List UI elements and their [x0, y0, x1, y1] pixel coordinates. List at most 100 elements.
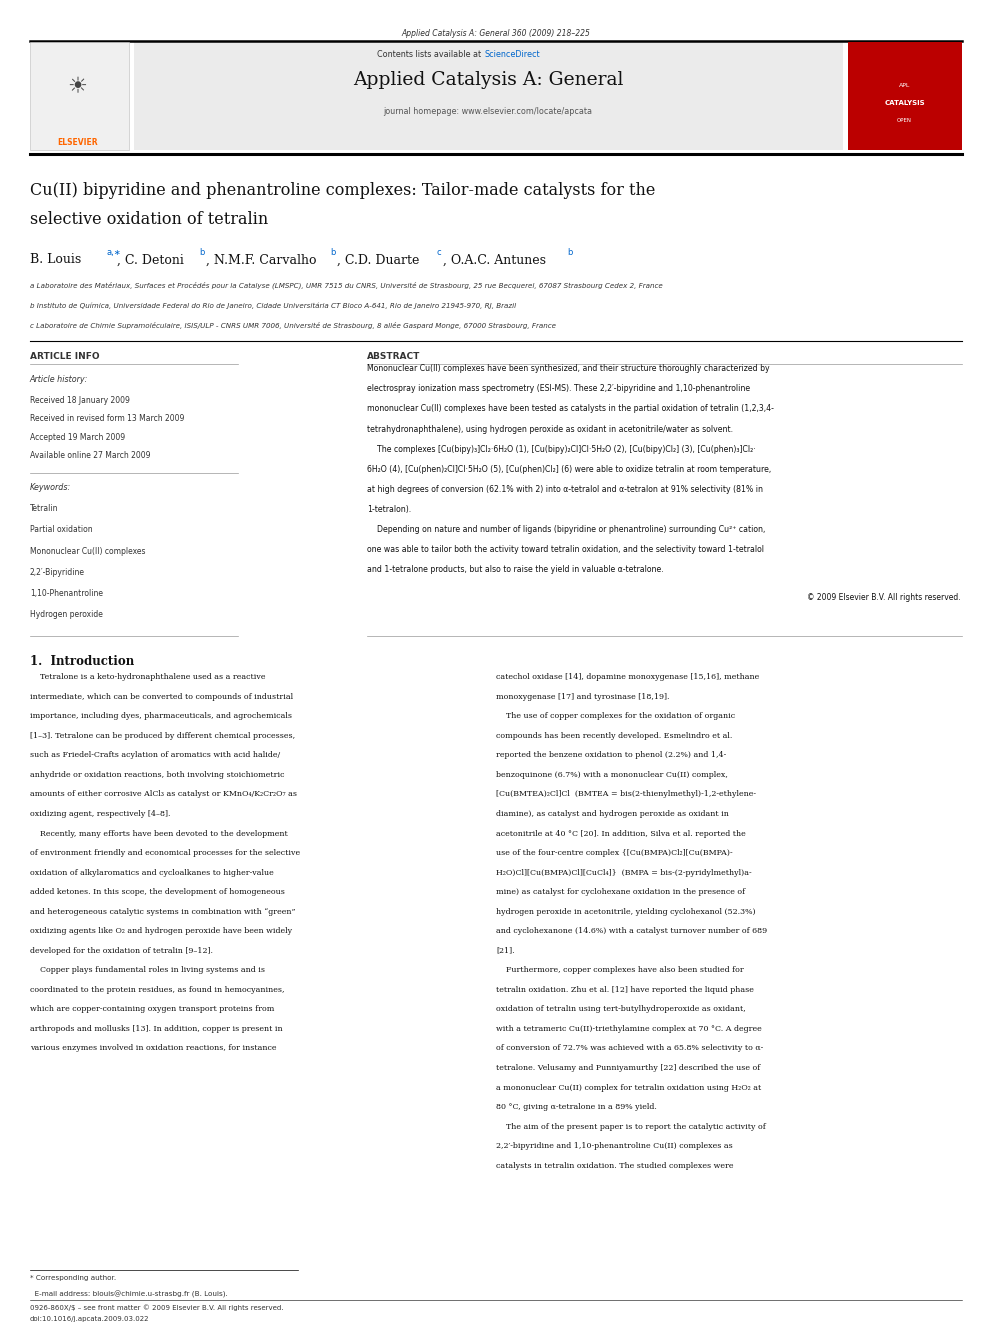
- Text: oxidation of alkylaromatics and cycloalkanes to higher-value: oxidation of alkylaromatics and cycloalk…: [30, 869, 274, 877]
- Text: intermediate, which can be converted to compounds of industrial: intermediate, which can be converted to …: [30, 693, 293, 701]
- Text: , N.M.F. Carvalho: , N.M.F. Carvalho: [206, 254, 316, 266]
- Text: mine) as catalyst for cyclohexane oxidation in the presence of: mine) as catalyst for cyclohexane oxidat…: [496, 888, 745, 896]
- Text: Received 18 January 2009: Received 18 January 2009: [30, 396, 130, 405]
- Text: such as Friedel-Crafts acylation of aromatics with acid halide/: such as Friedel-Crafts acylation of arom…: [30, 751, 280, 759]
- Text: Recently, many efforts have been devoted to the development: Recently, many efforts have been devoted…: [30, 830, 288, 837]
- Text: amounts of either corrosive AlCl₃ as catalyst or KMnO₄/K₂Cr₂O₇ as: amounts of either corrosive AlCl₃ as cat…: [30, 790, 297, 799]
- Text: [21].: [21].: [496, 947, 515, 955]
- Text: * Corresponding author.: * Corresponding author.: [30, 1275, 116, 1281]
- Text: 2,2′-bipyridine and 1,10-phenantroline Cu(II) complexes as: 2,2′-bipyridine and 1,10-phenantroline C…: [496, 1142, 733, 1150]
- Text: Keywords:: Keywords:: [30, 483, 71, 492]
- Text: a Laboratoire des Matériaux, Surfaces et Procédés pour la Catalyse (LMSPC), UMR : a Laboratoire des Matériaux, Surfaces et…: [30, 282, 663, 288]
- Text: 1.  Introduction: 1. Introduction: [30, 655, 134, 668]
- Text: b: b: [567, 249, 572, 257]
- Text: B. Louis: B. Louis: [30, 254, 81, 266]
- Text: 6H₂O (4), [Cu(phen)₂Cl]Cl·5H₂O (5), [Cu(phen)Cl₂] (6) were able to oxidize tetra: 6H₂O (4), [Cu(phen)₂Cl]Cl·5H₂O (5), [Cu(…: [367, 464, 772, 474]
- Text: Tetralin: Tetralin: [30, 504, 59, 513]
- Text: Accepted 19 March 2009: Accepted 19 March 2009: [30, 433, 125, 442]
- Text: journal homepage: www.elsevier.com/locate/apcata: journal homepage: www.elsevier.com/locat…: [384, 107, 592, 116]
- Text: which are copper-containing oxygen transport proteins from: which are copper-containing oxygen trans…: [30, 1005, 274, 1013]
- Text: , C. Detoni: , C. Detoni: [117, 254, 184, 266]
- Text: monoxygenase [17] and tyrosinase [18,19].: monoxygenase [17] and tyrosinase [18,19]…: [496, 693, 670, 701]
- Text: b: b: [199, 249, 204, 257]
- Text: Cu(II) bipyridine and phenantroline complexes: Tailor-made catalysts for the: Cu(II) bipyridine and phenantroline comp…: [30, 183, 655, 200]
- Text: Article history:: Article history:: [30, 374, 88, 384]
- Text: catalysts in tetralin oxidation. The studied complexes were: catalysts in tetralin oxidation. The stu…: [496, 1162, 733, 1170]
- Text: , O.A.C. Antunes: , O.A.C. Antunes: [443, 254, 547, 266]
- Text: ELSEVIER: ELSEVIER: [58, 138, 97, 147]
- Text: 80 °C, giving α-tetralone in a 89% yield.: 80 °C, giving α-tetralone in a 89% yield…: [496, 1103, 657, 1111]
- Text: Tetralone is a keto-hydronaphthalene used as a reactive: Tetralone is a keto-hydronaphthalene use…: [30, 673, 265, 681]
- Text: oxidizing agents like O₂ and hydrogen peroxide have been widely: oxidizing agents like O₂ and hydrogen pe…: [30, 927, 292, 935]
- Text: a,∗: a,∗: [106, 249, 121, 257]
- Text: use of the four-centre complex {[Cu(BMPA)Cl₂][Cu(BMPA)-: use of the four-centre complex {[Cu(BMPA…: [496, 849, 733, 857]
- Text: tetralin oxidation. Zhu et al. [12] have reported the liquid phase: tetralin oxidation. Zhu et al. [12] have…: [496, 986, 754, 994]
- Text: at high degrees of conversion (62.1% with 2) into α-tetralol and α-tetralon at 9: at high degrees of conversion (62.1% wit…: [367, 484, 763, 493]
- Text: diamine), as catalyst and hydrogen peroxide as oxidant in: diamine), as catalyst and hydrogen perox…: [496, 810, 729, 818]
- Text: [1–3]. Tetralone can be produced by different chemical processes,: [1–3]. Tetralone can be produced by diff…: [30, 732, 295, 740]
- Text: Furthermore, copper complexes have also been studied for: Furthermore, copper complexes have also …: [496, 966, 744, 974]
- Text: electrospray ionization mass spectrometry (ESI-MS). These 2,2′-bipyridine and 1,: electrospray ionization mass spectrometr…: [367, 385, 750, 393]
- Text: oxidation of tetralin using tert-butylhydroperoxide as oxidant,: oxidation of tetralin using tert-butylhy…: [496, 1005, 746, 1013]
- Text: OPEN: OPEN: [897, 118, 913, 123]
- Text: of environment friendly and economical processes for the selective: of environment friendly and economical p…: [30, 849, 300, 857]
- Text: developed for the oxidation of tetralin [9–12].: developed for the oxidation of tetralin …: [30, 947, 212, 955]
- Text: reported the benzene oxidation to phenol (2.2%) and 1,4-: reported the benzene oxidation to phenol…: [496, 751, 726, 759]
- Text: Applied Catalysis A: General: Applied Catalysis A: General: [353, 71, 623, 89]
- Text: Hydrogen peroxide: Hydrogen peroxide: [30, 610, 102, 619]
- Text: H₂O)Cl][Cu(BMPA)Cl][CuCl₄]}  (BMPA = bis-(2-pyridylmethyl)a-: H₂O)Cl][Cu(BMPA)Cl][CuCl₄]} (BMPA = bis-…: [496, 869, 752, 877]
- Text: acetonitrile at 40 °C [20]. In addition, Silva et al. reported the: acetonitrile at 40 °C [20]. In addition,…: [496, 830, 746, 837]
- Text: c: c: [436, 249, 441, 257]
- Text: [Cu(BMTEA)₂Cl]Cl  (BMTEA = bis(2-thienylmethyl)-1,2-ethylene-: [Cu(BMTEA)₂Cl]Cl (BMTEA = bis(2-thienylm…: [496, 790, 756, 799]
- Text: compounds has been recently developed. Esmelindro et al.: compounds has been recently developed. E…: [496, 732, 732, 740]
- Text: Applied Catalysis A: General 360 (2009) 218–225: Applied Catalysis A: General 360 (2009) …: [402, 29, 590, 38]
- Text: benzoquinone (6.7%) with a mononuclear Cu(II) complex,: benzoquinone (6.7%) with a mononuclear C…: [496, 771, 728, 779]
- Text: coordinated to the protein residues, as found in hemocyanines,: coordinated to the protein residues, as …: [30, 986, 285, 994]
- Text: anhydride or oxidation reactions, both involving stoichiometric: anhydride or oxidation reactions, both i…: [30, 771, 285, 779]
- Text: catechol oxidase [14], dopamine monoxygenase [15,16], methane: catechol oxidase [14], dopamine monoxyge…: [496, 673, 759, 681]
- Text: and cyclohexanone (14.6%) with a catalyst turnover number of 689: and cyclohexanone (14.6%) with a catalys…: [496, 927, 767, 935]
- Text: Mononuclear Cu(II) complexes have been synthesized, and their structure thorough: Mononuclear Cu(II) complexes have been s…: [367, 364, 770, 373]
- Text: tetrahydronaphthalene), using hydrogen peroxide as oxidant in acetonitrile/water: tetrahydronaphthalene), using hydrogen p…: [367, 425, 733, 434]
- FancyBboxPatch shape: [30, 42, 129, 151]
- Text: c Laboratoire de Chimie Supramoléculaire, ISIS/ULP - CNRS UMR 7006, Université d: c Laboratoire de Chimie Supramoléculaire…: [30, 321, 556, 329]
- Text: and heterogeneous catalytic systems in combination with “green”: and heterogeneous catalytic systems in c…: [30, 908, 296, 916]
- Text: Mononuclear Cu(II) complexes: Mononuclear Cu(II) complexes: [30, 546, 145, 556]
- Text: Copper plays fundamental roles in living systems and is: Copper plays fundamental roles in living…: [30, 966, 265, 974]
- Text: doi:10.1016/j.apcata.2009.03.022: doi:10.1016/j.apcata.2009.03.022: [30, 1316, 149, 1322]
- Text: mononuclear Cu(II) complexes have been tested as catalysts in the partial oxidat: mononuclear Cu(II) complexes have been t…: [367, 405, 774, 414]
- Text: hydrogen peroxide in acetonitrile, yielding cyclohexanol (52.3%): hydrogen peroxide in acetonitrile, yield…: [496, 908, 756, 916]
- Text: 1-tetralon).: 1-tetralon).: [367, 505, 412, 513]
- Text: The aim of the present paper is to report the catalytic activity of: The aim of the present paper is to repor…: [496, 1123, 766, 1131]
- Text: of conversion of 72.7% was achieved with a 65.8% selectivity to α-: of conversion of 72.7% was achieved with…: [496, 1044, 763, 1052]
- Text: with a tetrameric Cu(II)-triethylamine complex at 70 °C. A degree: with a tetrameric Cu(II)-triethylamine c…: [496, 1025, 762, 1033]
- Text: b: b: [330, 249, 335, 257]
- Text: 0926-860X/$ – see front matter © 2009 Elsevier B.V. All rights reserved.: 0926-860X/$ – see front matter © 2009 El…: [30, 1304, 284, 1311]
- Text: added ketones. In this scope, the development of homogeneous: added ketones. In this scope, the develo…: [30, 888, 285, 896]
- Text: The use of copper complexes for the oxidation of organic: The use of copper complexes for the oxid…: [496, 712, 735, 720]
- Text: a mononuclear Cu(II) complex for tetralin oxidation using H₂O₂ at: a mononuclear Cu(II) complex for tetrali…: [496, 1084, 761, 1091]
- Text: b Instituto de Química, Universidade Federal do Rio de Janeiro, Cidade Universit: b Instituto de Química, Universidade Fed…: [30, 302, 516, 308]
- Text: APL: APL: [899, 83, 911, 89]
- Text: E-mail address: blouis@chimie.u-strasbg.fr (B. Louis).: E-mail address: blouis@chimie.u-strasbg.…: [30, 1291, 227, 1298]
- Text: ABSTRACT: ABSTRACT: [367, 352, 421, 361]
- Text: Contents lists available at: Contents lists available at: [378, 50, 484, 60]
- Text: selective oxidation of tetralin: selective oxidation of tetralin: [30, 212, 268, 228]
- Text: CATALYSIS: CATALYSIS: [885, 101, 925, 106]
- Text: 1,10-Phenantroline: 1,10-Phenantroline: [30, 589, 103, 598]
- Text: 2,2′-Bipyridine: 2,2′-Bipyridine: [30, 568, 84, 577]
- Text: oxidizing agent, respectively [4–8].: oxidizing agent, respectively [4–8].: [30, 810, 171, 818]
- Text: , C.D. Duarte: , C.D. Duarte: [337, 254, 420, 266]
- Text: tetralone. Velusamy and Punniyamurthy [22] described the use of: tetralone. Velusamy and Punniyamurthy [2…: [496, 1064, 760, 1072]
- Text: Partial oxidation: Partial oxidation: [30, 525, 92, 534]
- Text: and 1-tetralone products, but also to raise the yield in valuable α-tetralone.: and 1-tetralone products, but also to ra…: [367, 565, 664, 574]
- Text: arthropods and mollusks [13]. In addition, copper is present in: arthropods and mollusks [13]. In additio…: [30, 1025, 283, 1033]
- Text: © 2009 Elsevier B.V. All rights reserved.: © 2009 Elsevier B.V. All rights reserved…: [806, 593, 960, 602]
- FancyBboxPatch shape: [134, 42, 843, 151]
- Text: ScienceDirect: ScienceDirect: [484, 50, 540, 60]
- Text: one was able to tailor both the activity toward tetralin oxidation, and the sele: one was able to tailor both the activity…: [367, 545, 764, 554]
- Text: ARTICLE INFO: ARTICLE INFO: [30, 352, 99, 361]
- Text: The complexes [Cu(bipy)₃]Cl₂·6H₂O (1), [Cu(bipy)₂Cl]Cl·5H₂O (2), [Cu(bipy)Cl₂] (: The complexes [Cu(bipy)₃]Cl₂·6H₂O (1), […: [367, 445, 756, 454]
- Text: Received in revised form 13 March 2009: Received in revised form 13 March 2009: [30, 414, 185, 423]
- Text: Available online 27 March 2009: Available online 27 March 2009: [30, 451, 150, 460]
